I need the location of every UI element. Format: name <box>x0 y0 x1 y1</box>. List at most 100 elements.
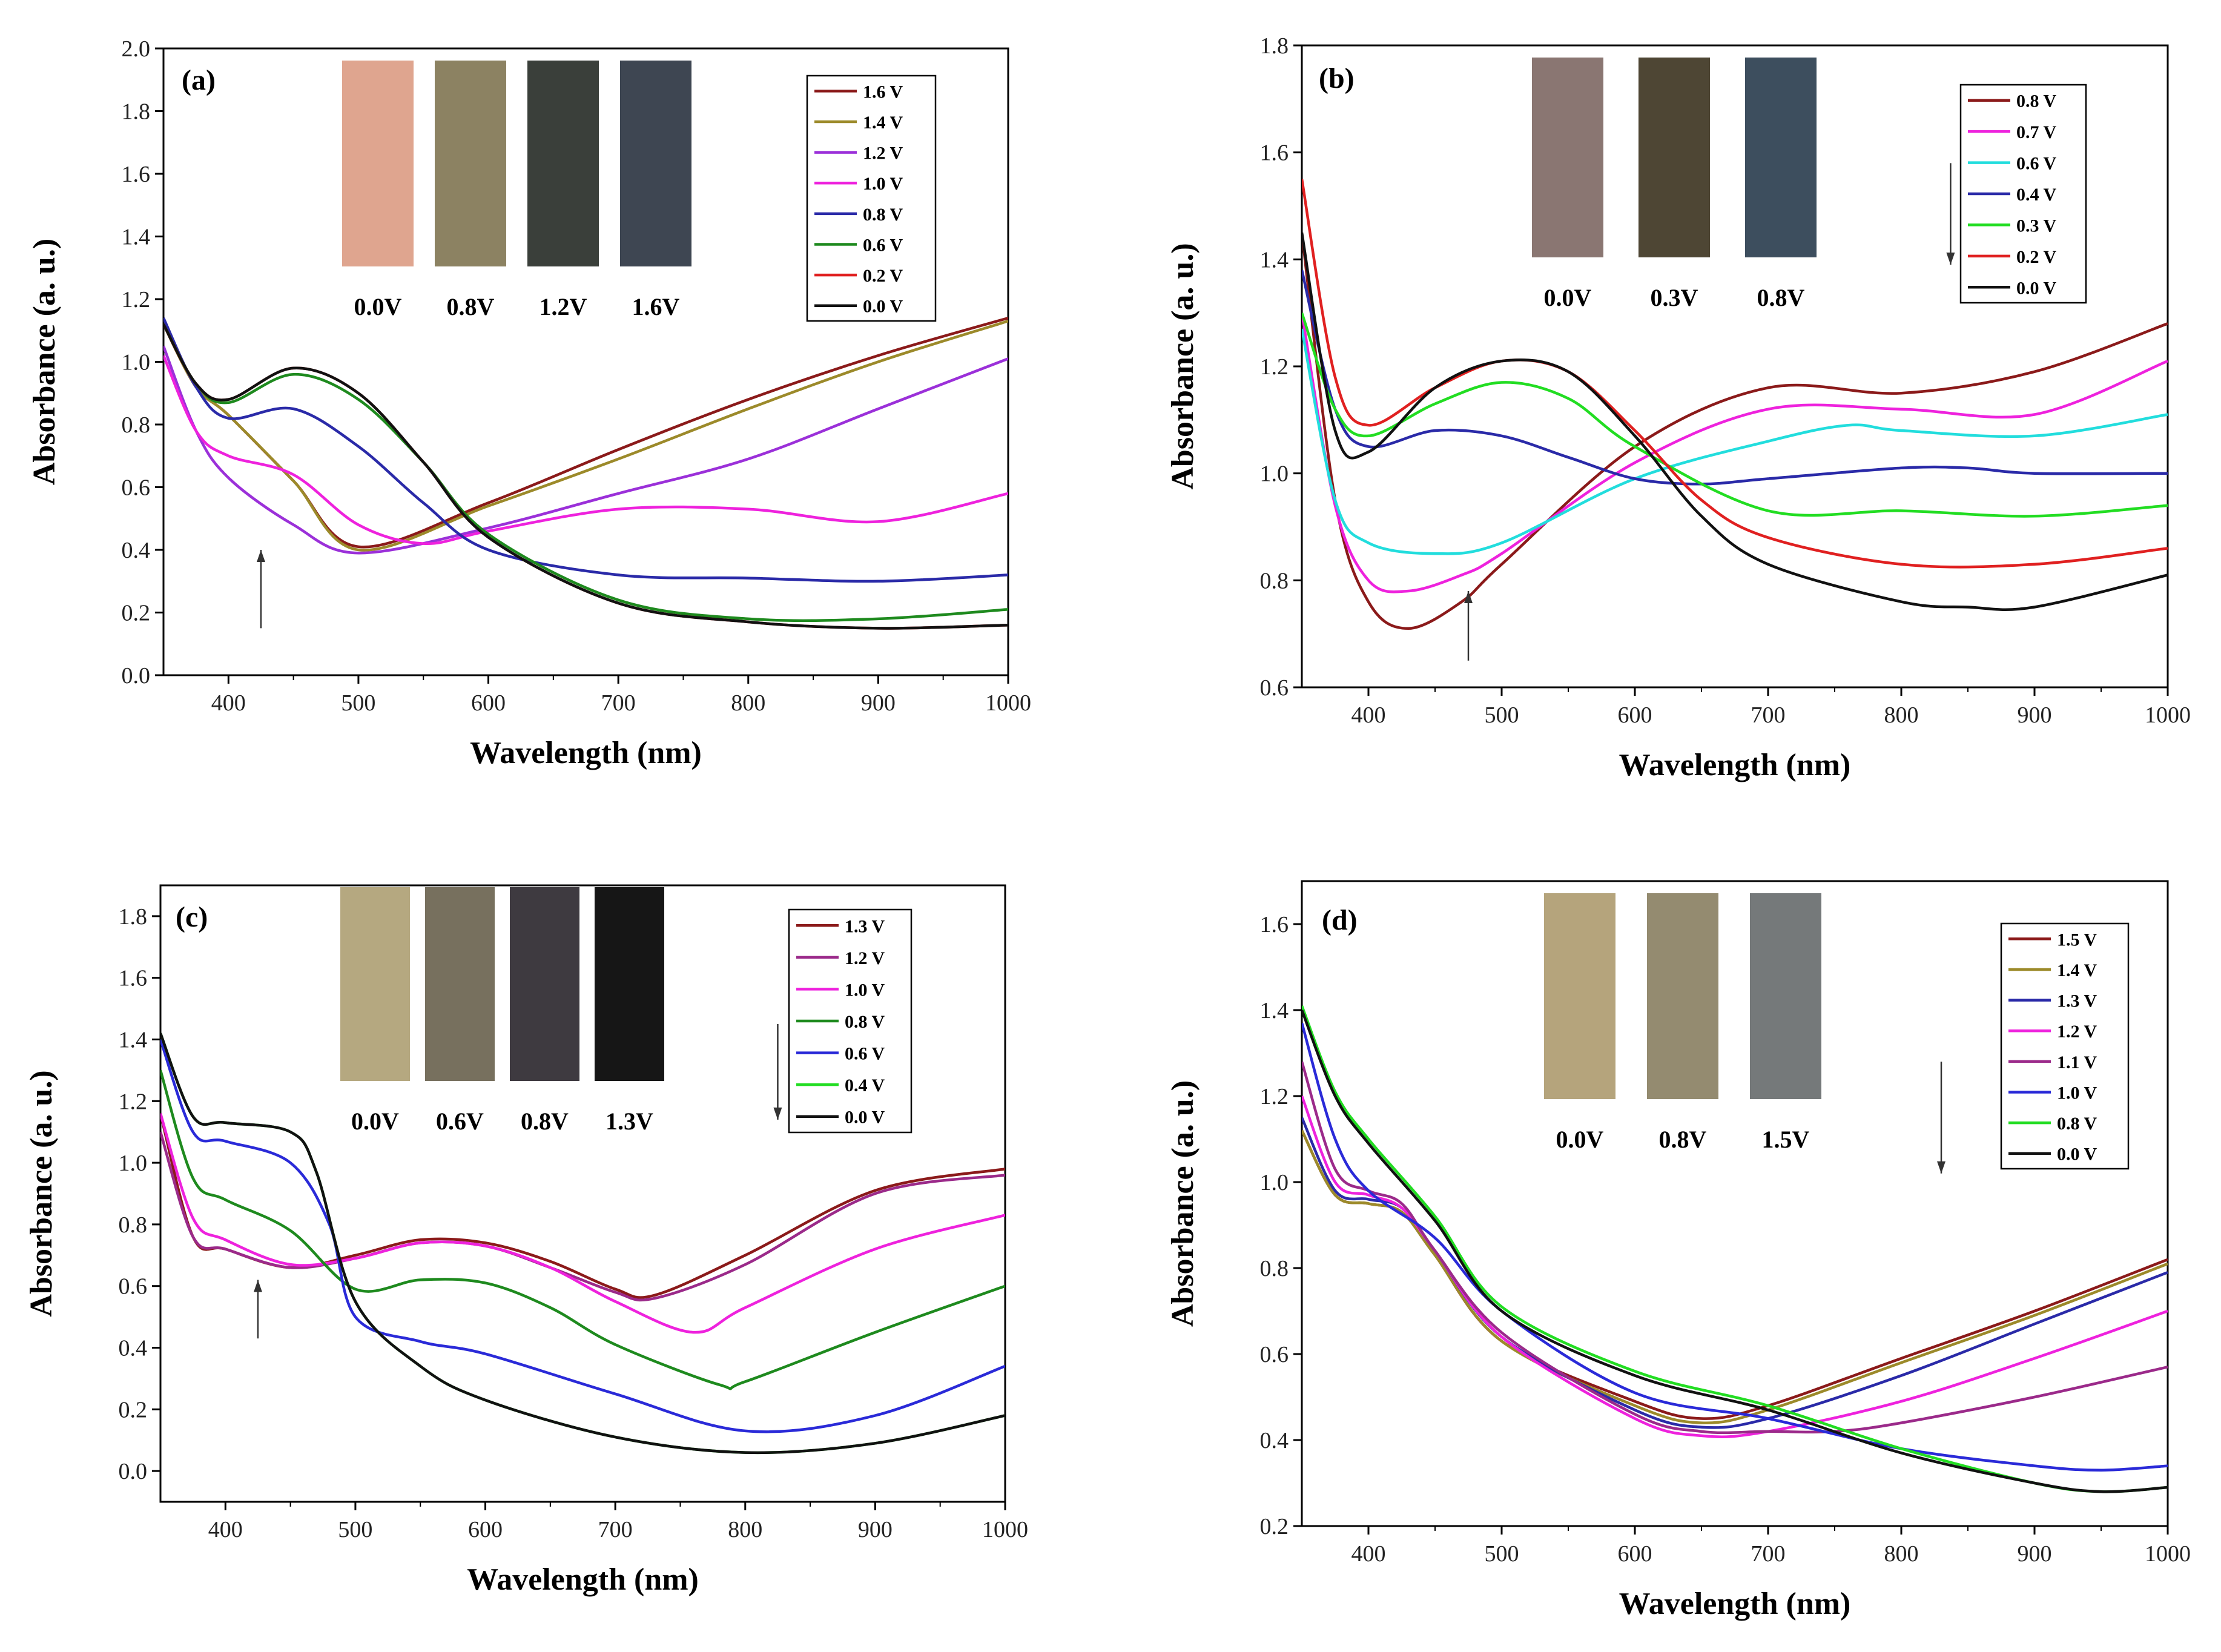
series-line <box>1302 269 2168 486</box>
series-line <box>1302 179 2168 569</box>
x-tick-label: 1000 <box>982 1517 1028 1542</box>
x-tick-label: 500 <box>1485 1541 1519 1567</box>
legend-entry-label: 0.3 V <box>2016 216 2056 236</box>
series-line <box>1302 1022 2168 1472</box>
y-tick-label: 1.2 <box>1260 354 1289 380</box>
y-tick-label: 0.0 <box>119 1459 148 1484</box>
x-tick-label: 1000 <box>985 690 1031 716</box>
legend-entry-label: 0.7 V <box>2016 122 2056 142</box>
series-line <box>160 1032 1005 1455</box>
y-tick-label: 0.8 <box>122 412 151 438</box>
series-line <box>163 323 1008 623</box>
x-tick-label: 700 <box>1751 702 1786 728</box>
series-line <box>160 1113 1005 1334</box>
swatch-label: 1.6V <box>632 293 680 320</box>
series-line <box>1302 1009 2168 1493</box>
y-tick-label: 0.6 <box>1260 1342 1289 1367</box>
swatch-label: 0.6V <box>436 1108 484 1135</box>
x-tick-label: 600 <box>1618 702 1652 728</box>
panel-label: (b) <box>1319 62 1355 94</box>
x-tick-label: 500 <box>1485 702 1519 728</box>
panel-label: (a) <box>182 64 216 96</box>
x-tick-label: 400 <box>1351 702 1386 728</box>
legend-box <box>2000 922 2130 1170</box>
legend-entry-label: 1.3 V <box>845 916 885 936</box>
series-line <box>1302 1095 2168 1439</box>
series-group <box>163 316 1008 630</box>
color-swatch <box>620 61 691 266</box>
color-swatch <box>1745 58 1817 257</box>
x-tick-label: 1000 <box>2145 702 2191 728</box>
series-line <box>163 323 1008 630</box>
y-tick-label: 0.8 <box>119 1212 148 1238</box>
y-tick-label: 0.4 <box>119 1336 148 1361</box>
swatch-label: 0.8V <box>1757 284 1805 311</box>
color-swatch <box>510 887 579 1081</box>
series-line <box>163 320 1008 552</box>
legend-entry-label: 0.8 V <box>845 1012 885 1032</box>
panel-b: 400 500 600 700 800 900 1000 0.6 0.8 1.0 1.2 1.4 1.6… <box>1166 33 2191 782</box>
series-line <box>1302 232 2168 612</box>
series-line <box>1302 1129 2168 1420</box>
plot-frame <box>1301 880 2169 1527</box>
y-tick-label: 1.2 <box>119 1089 148 1114</box>
y-tick-label: 1.6 <box>1260 912 1289 937</box>
x-tick-label: 1000 <box>2145 1541 2191 1567</box>
panel-label: (d) <box>1322 904 1358 936</box>
legend-entry-label: 0.8 V <box>863 205 903 225</box>
y-tick-label: 1.2 <box>122 287 151 312</box>
y-tick-label: 0.8 <box>1260 1256 1289 1281</box>
legend-entry-label: 1.0 V <box>863 174 903 194</box>
series-group <box>1302 179 2168 630</box>
swatch-label: 0.3V <box>1651 284 1698 311</box>
y-tick-label: 0.0 <box>122 663 151 689</box>
swatch-label: 0.8V <box>447 293 495 320</box>
legend-entry-label: 1.6 V <box>863 82 903 102</box>
x-tick-label: 900 <box>2018 702 2052 728</box>
x-tick-label: 400 <box>1351 1541 1386 1567</box>
x-tick-label: 800 <box>731 690 765 716</box>
legend-box <box>806 74 937 322</box>
color-swatch <box>435 61 506 266</box>
y-tick-label: 1.4 <box>122 225 151 250</box>
color-swatch <box>342 61 414 266</box>
x-tick-label: 600 <box>471 690 506 716</box>
series-line <box>163 345 1008 555</box>
y-tick-label: 1.0 <box>119 1151 148 1176</box>
y-tick-label: 1.4 <box>1260 998 1289 1023</box>
legend-entry-label: 0.0 V <box>863 297 903 317</box>
panel-label: (c) <box>176 901 208 933</box>
y-tick-label: 0.6 <box>1260 675 1289 701</box>
series-line <box>1302 312 2168 518</box>
color-swatch <box>340 887 410 1081</box>
trend-arrow-head <box>1946 253 1955 265</box>
x-axis-label: Wavelength (nm) <box>467 1562 699 1597</box>
series-line <box>1302 312 2168 593</box>
y-tick-label: 1.4 <box>119 1028 148 1053</box>
color-swatch <box>1639 58 1710 257</box>
legend-entry-label: 0.6 V <box>2016 154 2056 174</box>
legend-entry-label: 1.2 V <box>2057 1022 2097 1042</box>
legend-entry-label: 0.6 V <box>863 235 903 255</box>
x-tick-label: 500 <box>341 690 375 716</box>
legend-entry-label: 1.5 V <box>2057 930 2097 950</box>
color-swatch <box>1647 893 1718 1099</box>
legend-entry-label: 0.8 V <box>2057 1114 2097 1134</box>
x-tick-label: 700 <box>598 1517 633 1542</box>
legend-entry-label: 1.4 V <box>863 113 903 133</box>
swatch-label: 0.8V <box>1659 1126 1707 1153</box>
y-axis-label: Absorbance (a. u.) <box>1166 1080 1200 1327</box>
legend-entry-label: 0.2 V <box>2016 247 2056 267</box>
legend-entry-label: 0.0 V <box>2016 278 2056 298</box>
y-axis-label: Absorbance (a. u.) <box>1166 243 1200 489</box>
color-swatch <box>1532 58 1603 257</box>
x-tick-label: 900 <box>2018 1541 2052 1567</box>
y-tick-label: 1.0 <box>1260 1170 1289 1195</box>
color-swatch <box>595 887 664 1081</box>
y-axis-label: Absorbance (a. u.) <box>27 239 62 485</box>
trend-arrow-head <box>1937 1161 1945 1174</box>
y-tick-label: 0.4 <box>1260 1428 1289 1453</box>
swatch-label: 0.0V <box>354 293 402 320</box>
series-line <box>1302 328 2168 555</box>
